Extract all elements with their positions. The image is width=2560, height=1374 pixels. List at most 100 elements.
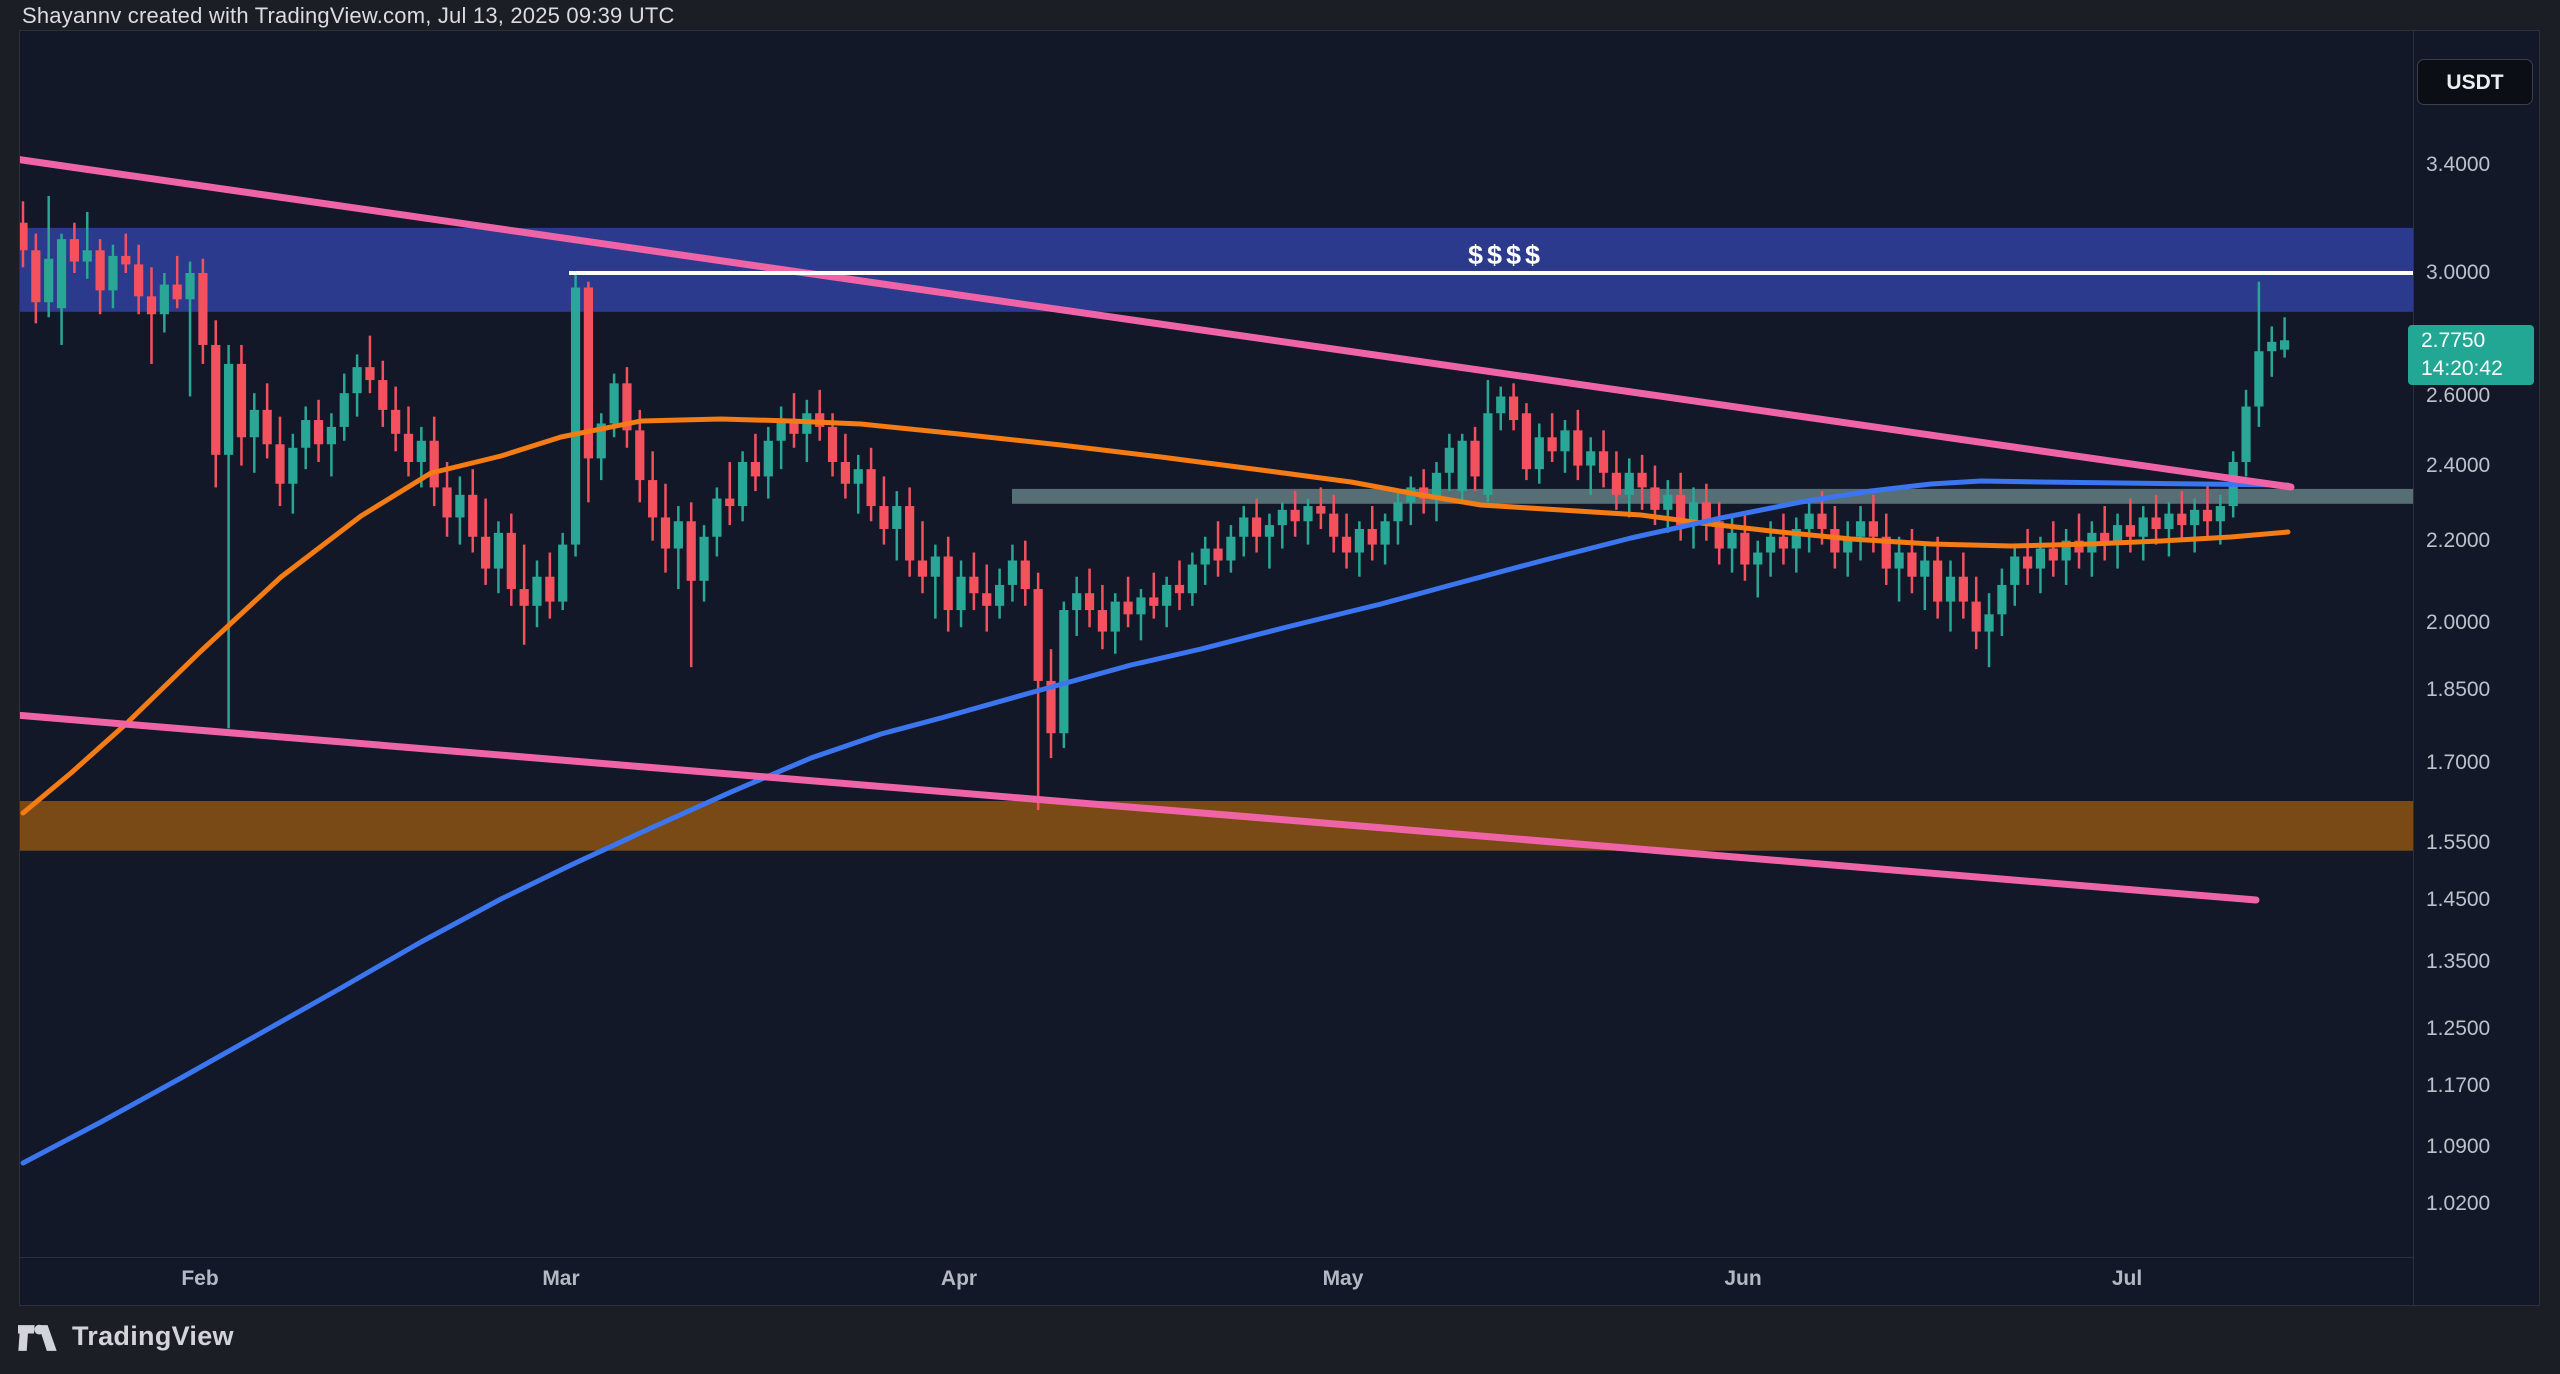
candlestick: [1252, 517, 1262, 537]
candlestick: [1714, 521, 1724, 549]
candlestick: [558, 544, 568, 602]
candle-wick: [1589, 437, 1592, 495]
candlestick: [1213, 548, 1223, 561]
candlestick: [660, 517, 671, 549]
candle-wick: [1897, 536, 1901, 602]
candle-wick: [368, 335, 372, 394]
candlestick: [1136, 597, 1146, 615]
candlestick: [2061, 540, 2071, 561]
candlestick: [956, 576, 966, 611]
support-zone-brown[interactable]: [20, 801, 2413, 851]
candlestick: [1804, 513, 1814, 529]
candlestick: [1598, 451, 1609, 473]
candlestick: [1393, 502, 1403, 522]
candle-wick: [2283, 317, 2286, 358]
time-axis[interactable]: Feb Mar Apr May Jun Jul: [20, 1257, 2413, 1305]
candlestick: [352, 367, 362, 394]
time-tick-label-may: May: [1322, 1267, 1364, 1290]
candlestick: [1457, 440, 1467, 492]
candle-wick: [934, 544, 937, 619]
candlestick: [917, 560, 928, 577]
candlestick: [879, 506, 889, 529]
candlestick: [31, 250, 41, 303]
candlestick: [545, 576, 555, 602]
candlestick: [738, 461, 748, 507]
candlestick: [892, 506, 902, 529]
candlestick: [224, 363, 234, 455]
price-tick-label: 1.4500: [2426, 888, 2491, 912]
candlestick: [69, 239, 79, 262]
candlestick: [2112, 525, 2123, 545]
price-axis[interactable]: USDT 2.7750 14:20:42 3.4000 3.0000 2.6000 2…: [2408, 31, 2539, 1305]
candlestick: [339, 393, 349, 427]
candlestick: [1149, 597, 1159, 606]
candlestick: [2151, 517, 2161, 529]
candlestick: [172, 284, 182, 300]
candlestick: [1354, 528, 1364, 553]
candle-wick: [150, 267, 153, 364]
candlestick: [455, 494, 465, 518]
candle-wick: [1306, 498, 1310, 545]
candle-wick: [921, 521, 924, 594]
candlestick: [1573, 430, 1583, 466]
candlestick-plot[interactable]: $$$$: [20, 31, 2413, 1257]
candlestick: [2100, 532, 2110, 545]
candlestick: [2125, 525, 2135, 537]
price-tick-label: 1.8500: [2426, 678, 2491, 702]
candle-wick: [689, 502, 693, 668]
candlestick: [1174, 584, 1185, 594]
candlestick: [2215, 506, 2225, 522]
time-tick-label-jul: Jul: [2111, 1267, 2143, 1290]
candlestick: [827, 426, 838, 462]
candlestick: [1740, 532, 1750, 565]
price-tick-label: 1.7000: [2426, 751, 2491, 775]
candlestick: [108, 255, 118, 291]
tradingview-brand-text[interactable]: TradingView: [72, 1321, 234, 1351]
candlestick: [1945, 576, 1956, 602]
trendline-pink-lower[interactable]: [20, 711, 2260, 904]
ma-blue[interactable]: [20, 478, 2291, 1166]
resistance-zone-blue[interactable]: [20, 227, 2413, 312]
chart-frame: $$$$ USDT 2.7750 14:20:42 3.4000 3.0000 2.…: [19, 30, 2540, 1306]
currency-toggle-button[interactable]: USDT: [2417, 59, 2533, 105]
candlestick: [1855, 521, 1866, 537]
candlestick: [853, 469, 863, 484]
candlestick: [1380, 521, 1390, 545]
footer-bar: TradingView: [0, 1306, 2560, 1374]
trendline-pink-upper[interactable]: [20, 156, 2295, 491]
candlestick: [1547, 437, 1557, 452]
candlestick: [583, 287, 593, 459]
candlestick: [1817, 513, 1827, 529]
candlestick: [1843, 536, 1853, 553]
candlestick: [1264, 525, 1275, 537]
candle-wick: [2167, 502, 2171, 557]
price-tick-label: 1.5500: [2426, 830, 2491, 854]
candlestick: [2177, 513, 2187, 526]
tradingview-logo-icon[interactable]: [17, 1323, 62, 1353]
candlestick: [596, 423, 606, 459]
candlestick: [622, 383, 632, 431]
price-target-label[interactable]: $$$$: [1468, 240, 1544, 270]
candlestick: [1200, 548, 1210, 565]
candlestick: [1894, 552, 1904, 569]
mid-level-band-teal[interactable]: [1012, 488, 2413, 504]
candle-wick: [1139, 589, 1143, 641]
price-tick-label: 1.3500: [2426, 950, 2491, 974]
candlestick: [1187, 564, 1197, 594]
chart-attribution-title: Shayannv created with TradingView.com, J…: [22, 3, 675, 28]
candlestick: [1933, 560, 1943, 602]
candlestick: [2267, 341, 2277, 352]
candlestick: [1329, 513, 1339, 537]
candlestick: [1971, 601, 1981, 632]
candlestick: [1470, 440, 1480, 477]
candle-wick: [175, 255, 179, 309]
time-tick-label-feb: Feb: [181, 1267, 219, 1290]
candlestick: [725, 498, 735, 507]
candlestick: [1123, 601, 1133, 615]
candlestick: [1521, 413, 1532, 470]
candlestick: [1020, 560, 1030, 590]
candlestick: [378, 380, 388, 410]
candle-wick: [1756, 540, 1759, 598]
candlestick: [275, 444, 285, 484]
ma-orange[interactable]: [20, 416, 2291, 816]
